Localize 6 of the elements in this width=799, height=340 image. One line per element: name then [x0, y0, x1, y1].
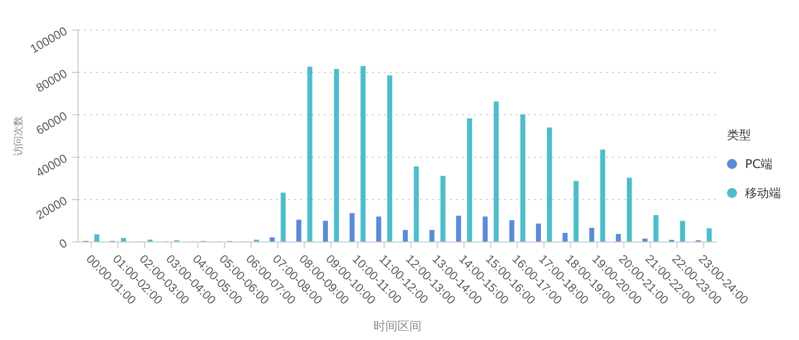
x-axis-title: 时间区间	[374, 319, 422, 333]
y-tick-label: 0	[56, 236, 70, 252]
legend-label: PC端	[745, 156, 773, 172]
y-axis-title: 访问次数	[12, 116, 25, 156]
legend-title: 类型	[727, 126, 752, 144]
legend-label: 移动端	[745, 184, 781, 202]
